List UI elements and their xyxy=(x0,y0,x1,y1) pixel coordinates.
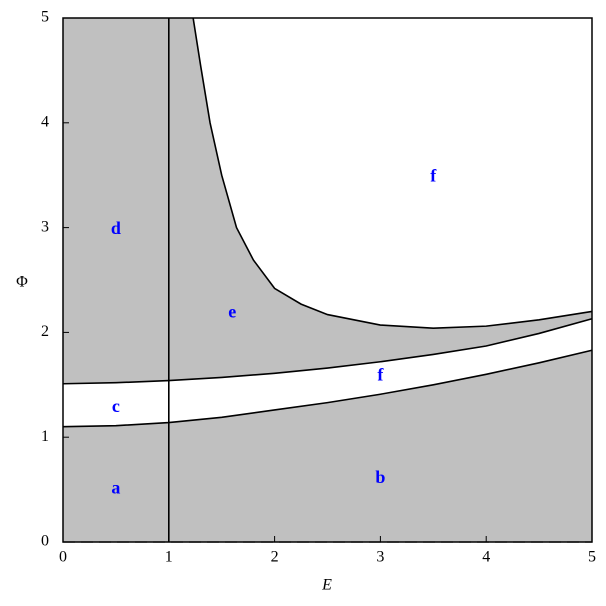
x-tick-label: 0 xyxy=(59,549,67,566)
region-label: c xyxy=(112,396,120,416)
curve xyxy=(62,349,593,428)
region-label: e xyxy=(228,302,236,322)
y-tick-label: 3 xyxy=(41,218,49,235)
y-tick-label: 5 xyxy=(41,9,49,26)
x-tick-label: 2 xyxy=(271,549,279,566)
x-tick-label: 3 xyxy=(376,549,384,566)
unshaded-region xyxy=(193,18,592,329)
y-tick-label: 2 xyxy=(41,323,49,340)
curve xyxy=(62,318,593,385)
curve xyxy=(192,17,593,330)
x-tick-label: 4 xyxy=(482,549,490,566)
y-axis-label: Φ xyxy=(16,274,28,291)
y-tick-label: 4 xyxy=(41,113,49,130)
x-tick-label: 5 xyxy=(588,549,596,566)
y-tick-label: 1 xyxy=(41,428,49,445)
region-label: a xyxy=(111,478,120,498)
x-tick-label: 1 xyxy=(165,549,173,566)
unshaded-band xyxy=(63,318,592,427)
region-label: f xyxy=(430,165,437,185)
region-label: f xyxy=(377,365,384,385)
region-label: d xyxy=(111,218,121,238)
y-tick-label: 0 xyxy=(41,533,49,550)
x-axis-label: E xyxy=(321,577,332,594)
region-label: b xyxy=(375,467,385,487)
plot-frame xyxy=(62,17,593,543)
